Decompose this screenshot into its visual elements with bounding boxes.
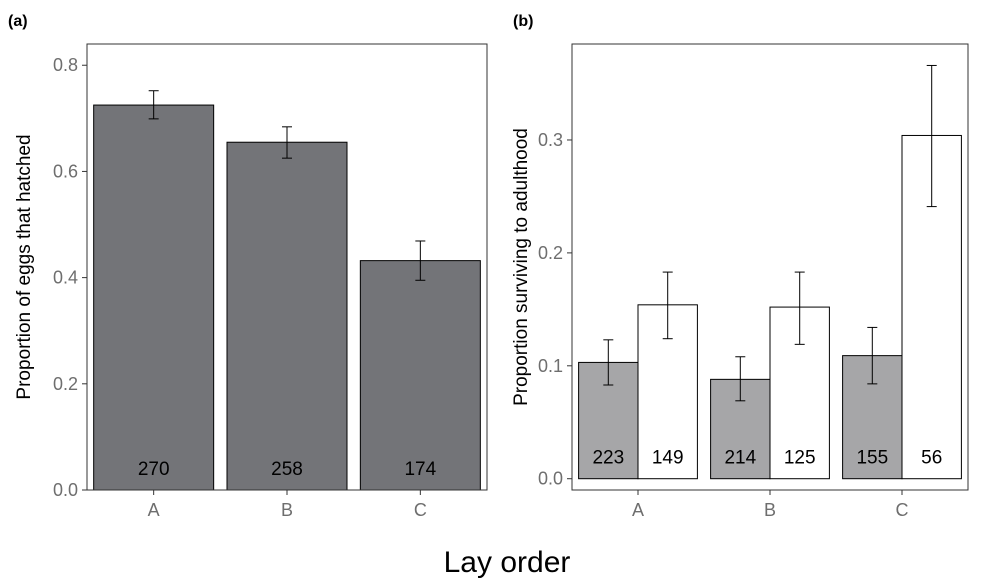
panel-frame [86,43,488,491]
sample-size-label: 174 [404,459,436,480]
y-axis-title: Proportion surviving to adulthood [511,128,532,406]
x-tick-label: A [148,500,160,520]
panel-label: (b) [513,13,533,30]
y-tick-label: 0.0 [53,480,78,500]
x-tick-label: B [764,500,776,520]
sample-size-label: 155 [856,448,888,469]
y-axis-title: Proportion of eggs that hatched [14,134,35,399]
y-tick-label: 0.3 [538,130,563,150]
sample-size-label: 270 [138,459,170,480]
x-tick-label: C [896,500,909,520]
y-tick-label: 0.4 [53,268,78,288]
bar [359,260,481,491]
y-tick-label: 0.1 [538,356,563,376]
x-tick-label: B [281,500,293,520]
bar [226,141,348,491]
sample-size-label: 223 [592,448,624,469]
y-tick-label: 0.6 [53,161,78,181]
panel-frame [571,43,969,491]
panel-a: (a) Proportion of eggs that hatched 270 A 25… [8,13,488,520]
sample-size-label: 125 [784,448,816,469]
sample-size-label: 258 [271,459,303,480]
y-tick-label: 0.0 [538,469,563,489]
y-tick-label: 0.2 [53,374,78,394]
figure-x-axis-title: Lay order [444,546,571,579]
panel-b: (b) Proportion surviving to adulthood 223 1… [511,13,969,520]
sample-size-label: 56 [921,448,942,469]
sample-size-label: 149 [652,448,684,469]
y-tick-label: 0.2 [538,243,563,263]
panel-label: (a) [8,13,28,30]
x-tick-label: C [414,500,427,520]
x-tick-label: A [632,500,644,520]
sample-size-label: 214 [724,448,756,469]
y-tick-label: 0.8 [53,55,78,75]
bar [93,104,215,491]
